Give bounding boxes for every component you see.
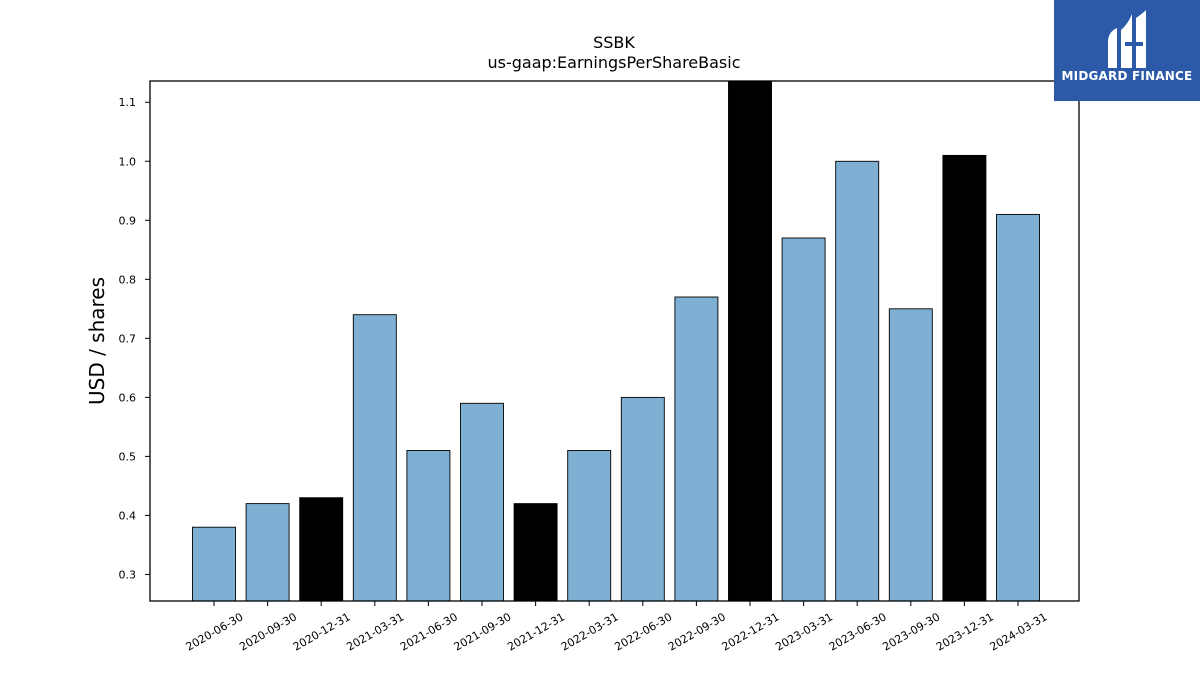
- x-tick-label: 2020-09-30: [237, 610, 299, 653]
- x-tick-label: 2021-06-30: [398, 610, 460, 653]
- chart-subtitle: us-gaap:EarningsPerShareBasic: [487, 53, 740, 72]
- x-tick-label: 2023-12-31: [934, 610, 996, 653]
- x-axis-ticks: 2020-06-302020-09-302020-12-312021-03-31…: [184, 601, 1050, 654]
- bar-2020-09-30: [245, 503, 290, 602]
- bar-2021-09-30: [460, 402, 504, 602]
- x-tick-label: 2021-09-30: [452, 610, 514, 653]
- x-tick-label: 2024-03-31: [988, 610, 1050, 653]
- bar-2020-12-31: [299, 497, 344, 602]
- bar-2023-09-30: [888, 308, 933, 602]
- y-tick-label: 0.6: [119, 391, 137, 404]
- y-tick-label: 0.5: [119, 450, 137, 463]
- x-tick-label: 2023-09-30: [880, 610, 942, 653]
- bar-2023-12-31: [942, 154, 987, 602]
- bar-2021-03-31: [352, 314, 397, 602]
- y-axis-label: USD / shares: [85, 277, 109, 405]
- bar-2021-12-31: [513, 503, 558, 602]
- x-tick-label: 2021-12-31: [505, 610, 567, 653]
- y-tick-label: 0.8: [119, 273, 137, 286]
- bar-2022-03-31: [567, 450, 612, 602]
- bar-2023-06-30: [835, 160, 880, 602]
- bar-2020-06-30: [192, 526, 236, 602]
- x-tick-label: 2020-06-30: [184, 610, 246, 653]
- y-tick-label: 1.1: [119, 96, 137, 109]
- logo-mark-icon: [1108, 10, 1146, 68]
- bar-2024-03-31: [996, 213, 1040, 602]
- x-tick-label: 2023-06-30: [827, 610, 889, 653]
- x-tick-label: 2020-12-31: [291, 610, 353, 653]
- x-tick-label: 2021-03-31: [344, 610, 406, 653]
- logo-text: MIDGARD FINANCE: [1061, 69, 1193, 83]
- y-tick-label: 0.7: [119, 332, 137, 345]
- chart-title: SSBK: [593, 33, 635, 52]
- y-tick-label: 0.9: [119, 214, 137, 227]
- bar-2021-06-30: [406, 450, 451, 602]
- bar-2022-06-30: [620, 396, 665, 602]
- y-axis-ticks: 0.3 0.4 0.5 0.6 0.7 0.8 0.9 1.0 1.1: [119, 96, 150, 581]
- x-tick-label: 2022-03-31: [559, 610, 621, 653]
- x-tick-label: 2022-09-30: [666, 610, 728, 653]
- y-tick-label: 1.0: [119, 155, 137, 168]
- bar-2023-03-31: [781, 237, 826, 602]
- bars: [192, 80, 1040, 602]
- x-tick-label: 2022-12-31: [720, 610, 782, 653]
- x-tick-label: 2022-06-30: [612, 610, 674, 653]
- midgard-finance-logo: MIDGARD FINANCE: [1054, 0, 1200, 101]
- x-tick-label: 2023-03-31: [773, 610, 835, 653]
- bar-2022-12-31: [728, 80, 772, 602]
- y-tick-label: 0.4: [119, 509, 137, 522]
- plot-frame: [149, 80, 1080, 602]
- bar-2022-09-30: [674, 296, 719, 602]
- y-tick-label: 0.3: [119, 568, 137, 581]
